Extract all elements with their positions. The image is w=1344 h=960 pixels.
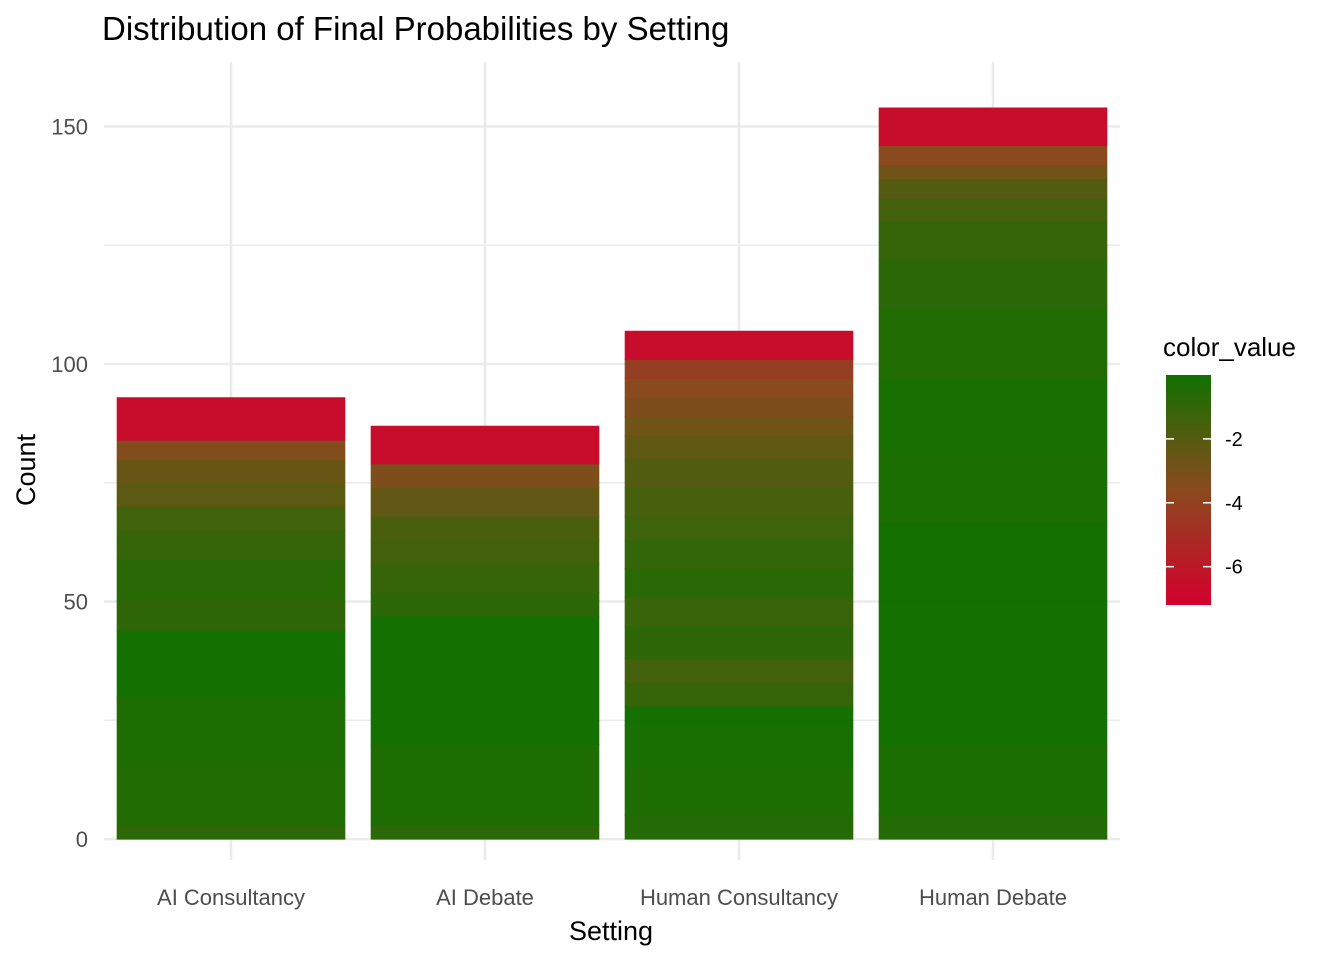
x-tick-label: Human Debate — [919, 885, 1067, 910]
y-tick-label: 50 — [64, 590, 88, 615]
bar-segment — [370, 615, 600, 745]
bar-segment — [878, 164, 1108, 180]
x-axis-ticks: AI Consultancy AI Debate Human Consultancy… — [157, 885, 1067, 910]
bar-segment — [116, 767, 346, 826]
bar-segment — [116, 696, 346, 769]
bar-segment — [624, 330, 854, 360]
bar-segment — [370, 463, 600, 489]
bar-segment — [878, 744, 1108, 816]
legend-tick-label: -4 — [1225, 493, 1243, 515]
legend-title: color_value — [1163, 332, 1296, 362]
y-tick-label: 100 — [51, 352, 88, 377]
bar-segment — [624, 435, 854, 460]
bar-segment — [370, 487, 600, 517]
legend-ticks: -2 -4 -6 — [1166, 429, 1243, 579]
bar-segment — [624, 378, 854, 398]
bar-segment — [624, 658, 854, 683]
bar-segment — [116, 824, 346, 840]
bar-segment — [878, 307, 1108, 379]
legend-tick-label: -6 — [1225, 557, 1243, 579]
bar-segment — [878, 520, 1108, 603]
bar-segment — [624, 625, 854, 660]
bar-segment — [624, 596, 854, 626]
legend-colorbar — [1166, 375, 1211, 605]
bar-segment — [624, 459, 854, 489]
bar-human-consultancy — [624, 330, 854, 840]
bar-segment — [370, 539, 600, 565]
x-tick-label: Human Consultancy — [640, 885, 838, 910]
bar-segment — [878, 601, 1108, 745]
bar-segment — [370, 563, 600, 593]
bar-segment — [370, 592, 600, 617]
bars — [116, 107, 1108, 840]
legend-tick-label: -2 — [1225, 429, 1243, 451]
bar-segment — [624, 767, 854, 816]
chart-title: Distribution of Final Probabilities by S… — [102, 10, 729, 47]
bar-segment — [116, 530, 346, 560]
bar-ai-consultancy — [116, 397, 346, 840]
bar-segment — [878, 145, 1108, 166]
x-tick-label: AI Debate — [436, 885, 534, 910]
x-tick-label: AI Consultancy — [157, 885, 305, 910]
bar-segment — [370, 425, 600, 465]
bar-segment — [878, 815, 1108, 840]
bar-segment — [624, 539, 854, 569]
y-axis-ticks: 0 50 100 150 — [51, 115, 88, 853]
bar-segment — [878, 378, 1108, 451]
bar-segment — [116, 558, 346, 603]
bar-segment — [624, 516, 854, 541]
bar-segment — [370, 824, 600, 840]
bar-segment — [624, 815, 854, 840]
bar-segment — [116, 482, 346, 508]
bar-ai-debate — [370, 425, 600, 840]
bar-segment — [624, 725, 854, 769]
y-axis-title: Count — [11, 433, 41, 506]
legend: color_value -2 -4 -6 — [1163, 332, 1296, 605]
bar-segment — [878, 259, 1108, 308]
bar-segment — [370, 516, 600, 541]
bar-segment — [116, 630, 346, 698]
bar-segment — [878, 197, 1108, 223]
bar-segment — [624, 359, 854, 379]
bar-segment — [116, 440, 346, 460]
bar-segment — [878, 449, 1108, 522]
bar-human-debate — [878, 107, 1108, 840]
x-axis-title: Setting — [569, 916, 653, 946]
bar-segment — [116, 397, 346, 441]
bar-segment — [624, 487, 854, 517]
bar-segment — [116, 601, 346, 631]
bar-segment — [116, 506, 346, 531]
y-tick-label: 0 — [76, 827, 88, 852]
bar-segment — [624, 682, 854, 707]
bar-segment — [624, 706, 854, 726]
bar-segment — [116, 459, 346, 484]
bar-segment — [878, 107, 1108, 147]
bar-segment — [624, 568, 854, 598]
bar-segment — [624, 416, 854, 436]
y-tick-label: 150 — [51, 115, 88, 140]
bar-segment — [624, 397, 854, 417]
bar-segment — [878, 178, 1108, 199]
bar-segment — [370, 744, 600, 826]
bar-segment — [878, 221, 1108, 261]
